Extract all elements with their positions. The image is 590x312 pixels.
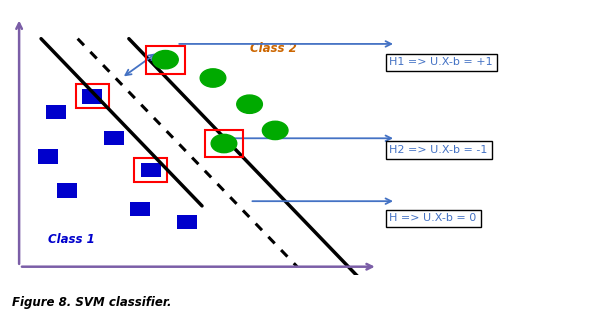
Circle shape — [263, 121, 288, 139]
Text: H2 => U.X-b = -1: H2 => U.X-b = -1 — [389, 145, 488, 155]
Bar — [45, 105, 65, 119]
Circle shape — [211, 134, 237, 153]
Bar — [146, 46, 185, 74]
Text: Class 1: Class 1 — [48, 233, 95, 246]
Bar — [104, 131, 124, 145]
Bar — [178, 215, 198, 229]
Text: Figure 8. SVM classifier.: Figure 8. SVM classifier. — [12, 296, 171, 309]
Bar — [82, 89, 102, 104]
Circle shape — [237, 95, 263, 113]
Bar — [141, 163, 161, 177]
Bar — [205, 129, 243, 158]
Bar — [130, 202, 150, 216]
Bar — [38, 149, 58, 164]
Text: Class 2: Class 2 — [250, 42, 296, 55]
Text: H1 => U.X-b = +1: H1 => U.X-b = +1 — [389, 57, 493, 67]
Bar — [134, 158, 168, 182]
Bar — [76, 85, 109, 108]
Circle shape — [200, 69, 226, 87]
Circle shape — [153, 51, 178, 69]
Text: H => U.X-b = 0: H => U.X-b = 0 — [389, 213, 477, 223]
Bar — [57, 183, 77, 198]
